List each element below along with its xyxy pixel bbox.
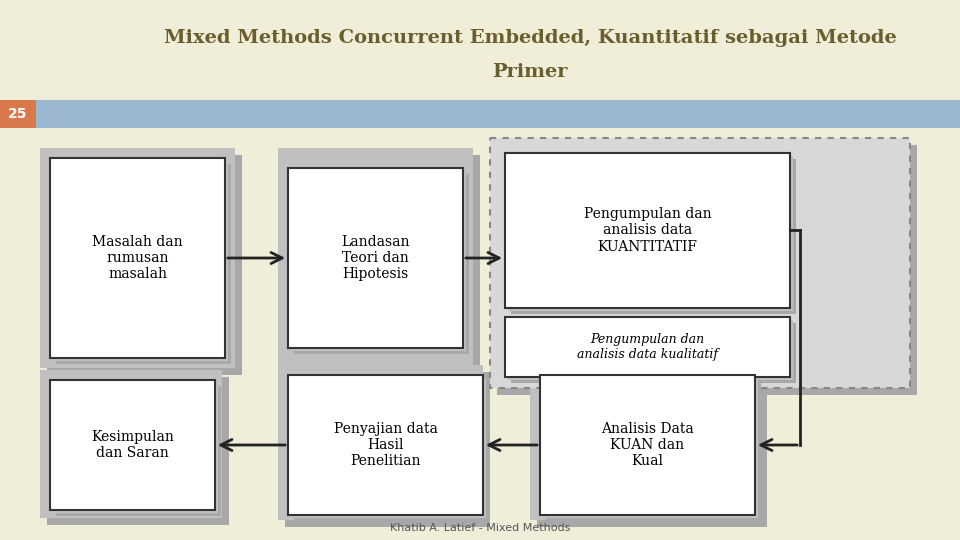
Bar (288, 375, 483, 515)
Bar (56, 386, 221, 516)
Bar (291, 378, 486, 518)
Text: Kesimpulan
dan Saran: Kesimpulan dan Saran (91, 430, 174, 460)
Bar (505, 153, 790, 308)
Bar (543, 378, 758, 518)
Bar (56, 164, 231, 364)
Bar (530, 365, 760, 520)
Bar (294, 174, 469, 354)
Text: Landasan
Teori dan
Hipotesis: Landasan Teori dan Hipotesis (341, 235, 410, 281)
Bar (53, 383, 218, 513)
Bar (50, 158, 225, 358)
Bar (546, 381, 761, 521)
Bar (291, 171, 466, 351)
Bar (278, 148, 473, 368)
Bar (40, 148, 235, 368)
Bar (511, 159, 796, 314)
Bar (0, 100, 36, 128)
Bar (508, 156, 793, 311)
Bar (40, 370, 222, 518)
Bar (490, 138, 910, 388)
Bar (508, 320, 793, 380)
Bar (278, 365, 483, 520)
Bar (285, 155, 480, 375)
Bar (47, 377, 229, 525)
Bar (294, 381, 489, 521)
Text: Pengumpulan dan
analisis data kualitatif: Pengumpulan dan analisis data kualitatif (577, 333, 718, 361)
Bar (537, 372, 767, 527)
Bar (540, 375, 755, 515)
Bar (511, 323, 796, 383)
Bar (0, 100, 960, 128)
Bar (47, 155, 242, 375)
Text: Mixed Methods Concurrent Embedded, Kuantitatif sebagai Metode: Mixed Methods Concurrent Embedded, Kuant… (163, 29, 897, 47)
Text: Analisis Data
KUAN dan
Kual: Analisis Data KUAN dan Kual (601, 422, 694, 468)
Text: Penyajian data
Hasil
Penelitian: Penyajian data Hasil Penelitian (333, 422, 438, 468)
Text: 25: 25 (9, 107, 28, 121)
Bar (50, 380, 215, 510)
Bar (505, 317, 790, 377)
Text: Pengumpulan dan
analisis data
KUANTITATIF: Pengumpulan dan analisis data KUANTITATI… (584, 207, 711, 254)
Bar (285, 372, 490, 527)
Text: Masalah dan
rumusan
masalah: Masalah dan rumusan masalah (92, 235, 182, 281)
Bar (288, 168, 463, 348)
Bar (53, 161, 228, 361)
Bar (497, 145, 917, 395)
Text: Khatib A. Latief - Mixed Methods: Khatib A. Latief - Mixed Methods (390, 523, 570, 533)
Text: Primer: Primer (492, 63, 567, 81)
